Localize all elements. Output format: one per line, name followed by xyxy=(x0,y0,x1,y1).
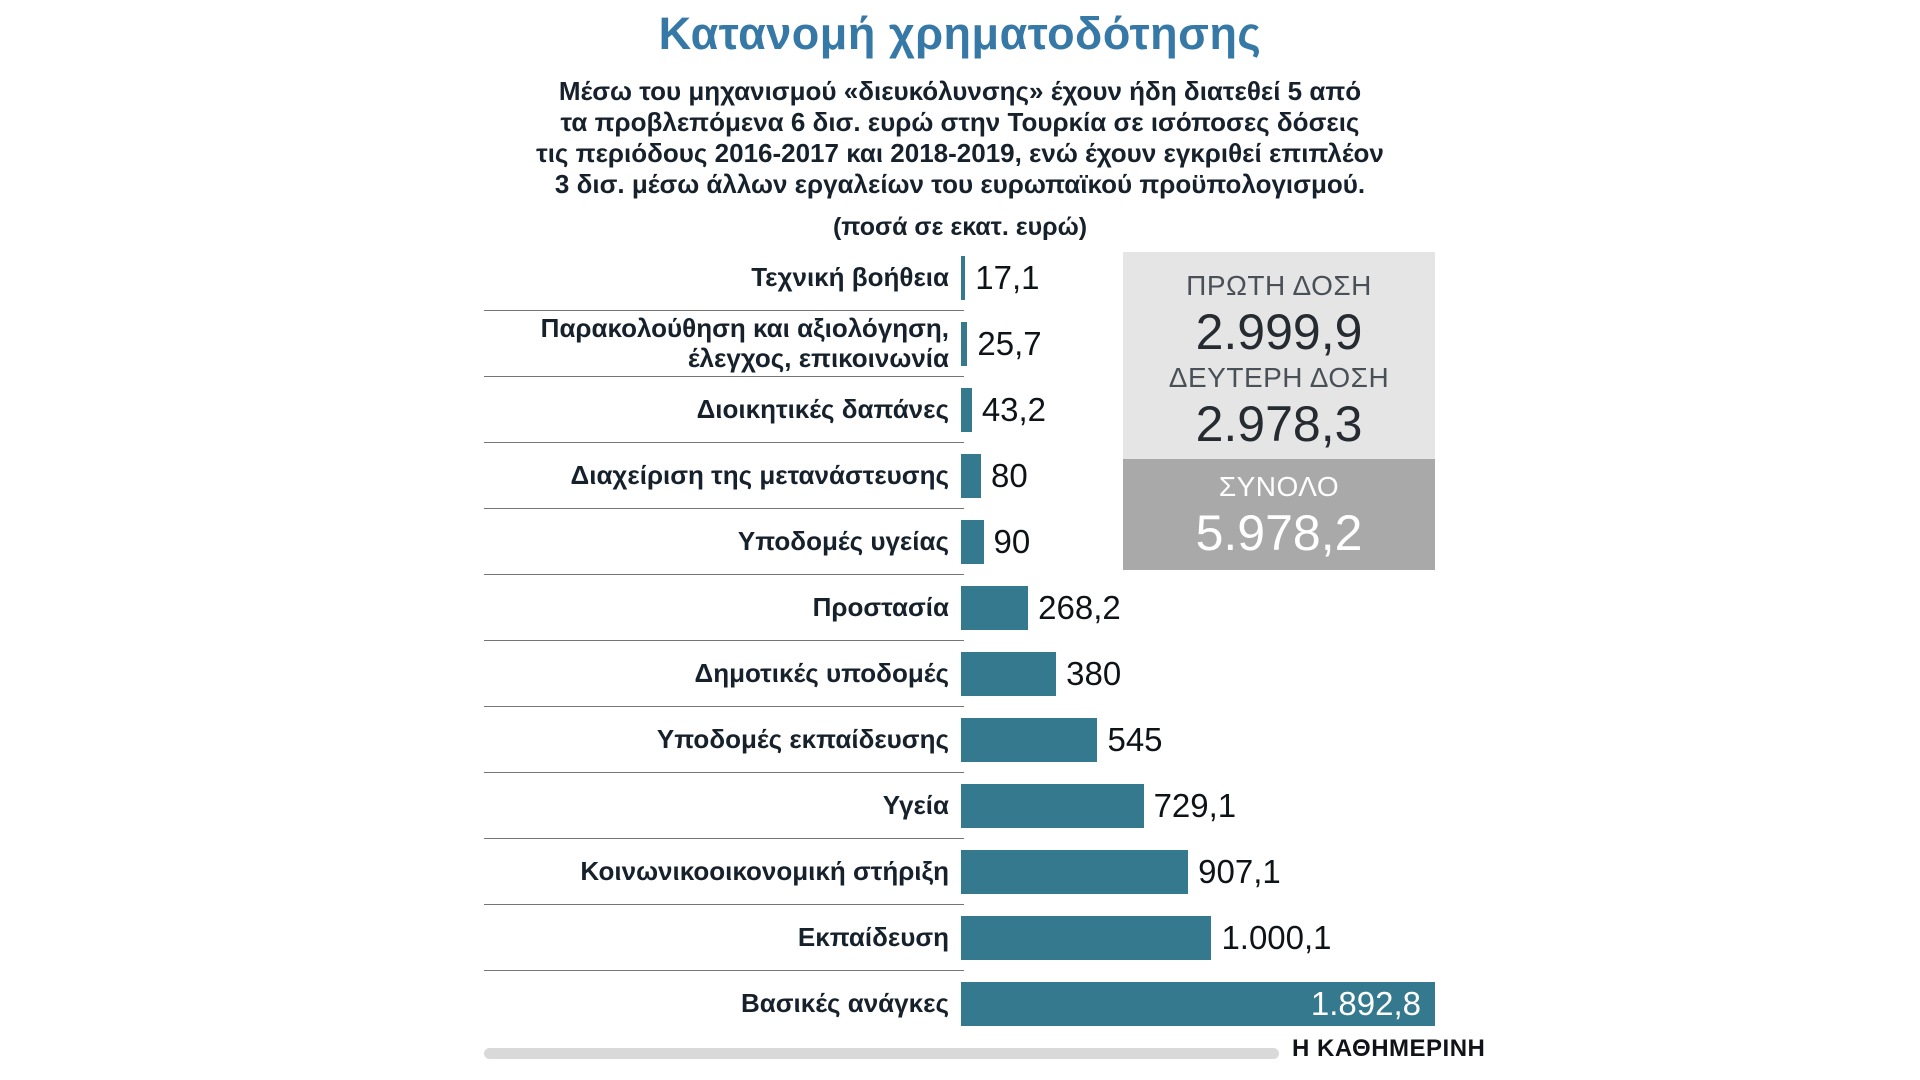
category-label: Βασικές ανάγκες xyxy=(741,988,949,1019)
bar xyxy=(961,916,1212,960)
bar-row: Υποδομές υγείας 90 xyxy=(484,509,1484,575)
total-value: 5.978,2 xyxy=(1195,505,1363,561)
bar xyxy=(961,718,1098,762)
total-label: ΣΥΝΟΛΟ xyxy=(1218,471,1340,502)
bar-row: Υγεία 729,1 xyxy=(484,773,1484,839)
chart-title: Κατανομή χρηματοδότησης xyxy=(658,8,1262,59)
bar xyxy=(961,520,984,564)
category-label: Προστασία xyxy=(812,592,949,623)
bar-row: Παρακολούθηση και αξιολόγηση, έλεγχος, ε… xyxy=(484,311,1484,377)
bar-row: Δημοτικές υποδομές 380 xyxy=(484,641,1484,707)
value-label: 545 xyxy=(1107,721,1163,758)
category-label: Υποδομές υγείας xyxy=(737,526,949,557)
bar-area: 380 xyxy=(961,641,1121,707)
category-label: Δημοτικές υποδομές xyxy=(694,658,949,689)
category-label: Διαχείριση της μετανάστευσης xyxy=(570,460,949,491)
value-label: 380 xyxy=(1066,655,1122,692)
category-label: Υγεία xyxy=(882,790,949,821)
category-label: Διοικητικές δαπάνες xyxy=(696,394,949,425)
bar xyxy=(961,850,1189,894)
value-label: 17,1 xyxy=(975,259,1040,296)
bar-row: Κοινωνικοοικονομική στήριξη 907,1 xyxy=(484,839,1484,905)
value-label: 268,2 xyxy=(1038,589,1121,626)
unit-note: (ποσά σε εκατ. ευρώ) xyxy=(832,213,1088,241)
value-label: 1.000,1 xyxy=(1221,919,1332,956)
category-label: Υποδομές εκπαίδευσης xyxy=(656,724,949,755)
bar xyxy=(961,256,966,300)
value-label: 1.892,8 xyxy=(1310,985,1421,1022)
footer-divider-bar xyxy=(484,1048,1279,1059)
bar xyxy=(961,322,968,366)
first-tranche-label: ΠΡΩΤΗ ΔΟΣΗ xyxy=(1186,270,1372,301)
source-logo: Η ΚΑΘΗΜΕΡΙΝΗ xyxy=(1292,1035,1486,1062)
bar-row: Υποδομές εκπαίδευσης 545 xyxy=(484,707,1484,773)
bar xyxy=(961,388,972,432)
value-label: 907,1 xyxy=(1198,853,1281,890)
bar-row: Τεχνική βοήθεια 17,1 xyxy=(484,245,1484,311)
category-label: Παρακολούθηση και αξιολόγηση, έλεγχος, ε… xyxy=(540,313,949,373)
summary-box: ΠΡΩΤΗ ΔΟΣΗ 2.999,9 ΔΕΥΤΕΡΗ ΔΟΣΗ 2.978,3 … xyxy=(1123,252,1435,570)
bar-area: 43,2 xyxy=(961,377,1046,443)
bar-area: 1.000,1 xyxy=(961,905,1332,971)
bar xyxy=(961,454,982,498)
bar xyxy=(961,784,1144,828)
value-label: 90 xyxy=(993,523,1031,560)
total-panel: ΣΥΝΟΛΟ 5.978,2 xyxy=(1123,459,1435,570)
bar-area: 1.892,8 xyxy=(961,971,1435,1037)
category-label: Κοινωνικοοικονομική στήριξη xyxy=(580,856,949,887)
bar-area: 80 xyxy=(961,443,1028,509)
value-label: 43,2 xyxy=(981,391,1047,428)
bar-area: 907,1 xyxy=(961,839,1281,905)
bar xyxy=(961,652,1057,696)
category-label: Εκπαίδευση xyxy=(797,922,949,953)
chart-intro-text: Μέσω του μηχανισμού «διευκόλυνσης» έχουν… xyxy=(536,76,1384,199)
bar-area: 545 xyxy=(961,707,1163,773)
bar-row: Εκπαίδευση 1.000,1 xyxy=(484,905,1484,971)
first-tranche-value: 2.999,9 xyxy=(1195,304,1363,360)
value-label: 80 xyxy=(991,457,1028,494)
tranches-panel: ΠΡΩΤΗ ΔΟΣΗ 2.999,9 ΔΕΥΤΕΡΗ ΔΟΣΗ 2.978,3 xyxy=(1123,252,1435,459)
second-tranche-value: 2.978,3 xyxy=(1195,396,1363,452)
bar-row: Προστασία 268,2 xyxy=(484,575,1484,641)
value-label: 729,1 xyxy=(1153,787,1237,824)
category-label: Τεχνική βοήθεια xyxy=(751,262,949,293)
bar-area: 268,2 xyxy=(961,575,1121,641)
bar-chart: Τεχνική βοήθεια 17,1 Παρακολούθηση και αξι… xyxy=(484,245,1484,1037)
bar-area: 17,1 xyxy=(961,245,1040,311)
bar-area: 90 xyxy=(961,509,1030,575)
bar xyxy=(961,586,1029,630)
bar-area: 729,1 xyxy=(961,773,1236,839)
bar-area: 25,7 xyxy=(961,311,1042,377)
bar-row: Βασικές ανάγκες 1.892,8 xyxy=(484,971,1484,1037)
value-label: 25,7 xyxy=(977,325,1042,362)
bar: 1.892,8 xyxy=(961,982,1435,1026)
bar-row: Διαχείριση της μετανάστευσης 80 xyxy=(484,443,1484,509)
second-tranche-label: ΔΕΥΤΕΡΗ ΔΟΣΗ xyxy=(1168,362,1390,393)
bar-row: Διοικητικές δαπάνες 43,2 xyxy=(484,377,1484,443)
